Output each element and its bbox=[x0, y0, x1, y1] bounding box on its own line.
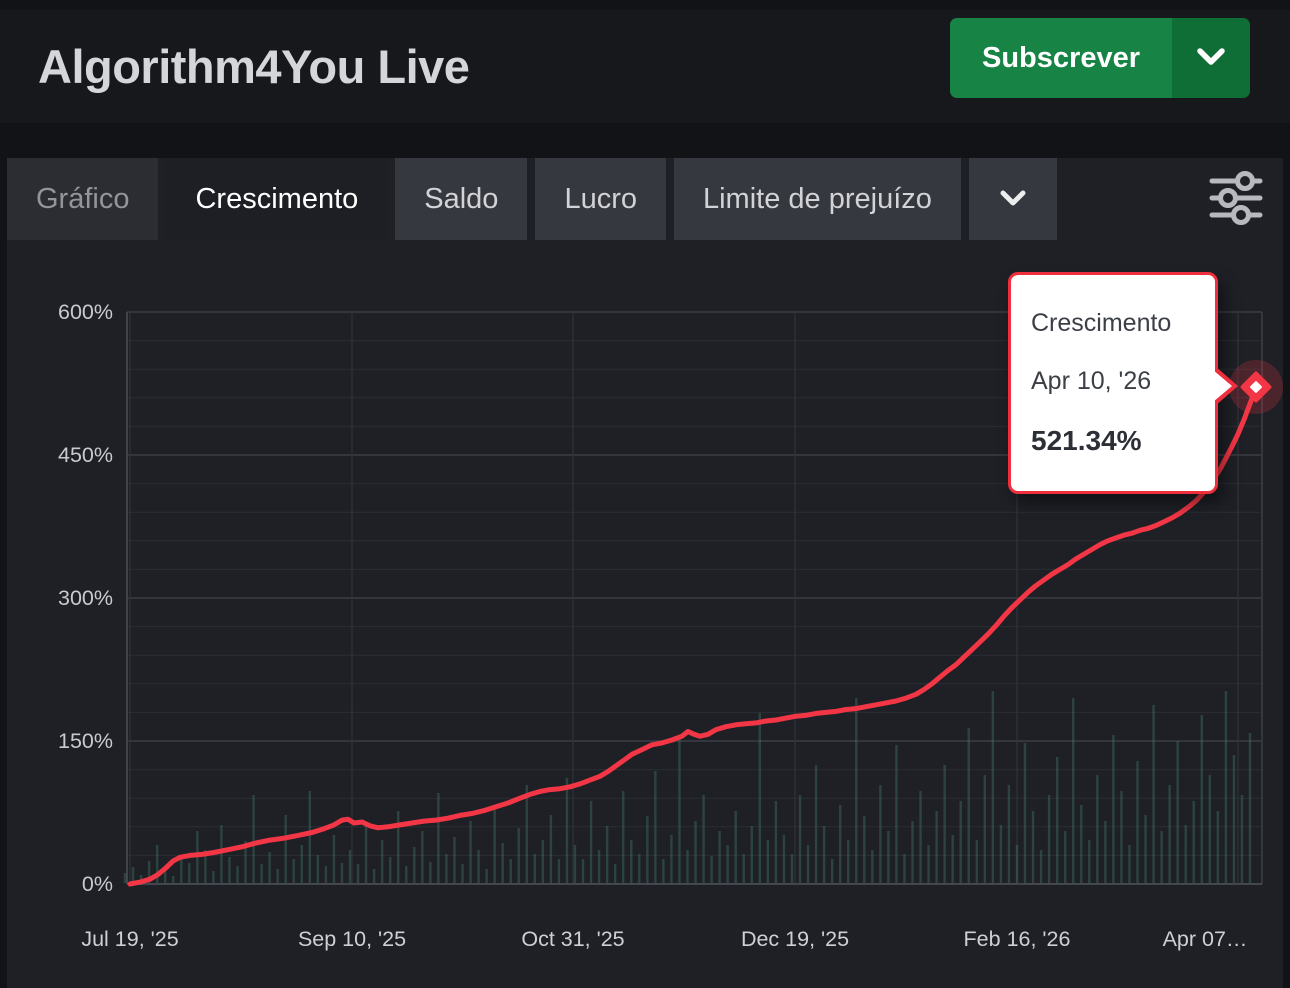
x-axis-tick-label: Jul 19, '25 bbox=[81, 927, 178, 951]
y-axis-tick-label: 0% bbox=[82, 872, 113, 896]
chevron-down-icon bbox=[1196, 47, 1226, 70]
header: Algorithm4You Live Subscrever bbox=[0, 10, 1290, 123]
more-tabs-button[interactable] bbox=[968, 158, 1057, 240]
page-title: Algorithm4You Live bbox=[38, 40, 470, 93]
chevron-down-icon bbox=[999, 183, 1027, 216]
tab-grafico[interactable]: Gráfico bbox=[7, 158, 159, 240]
chart-tooltip: Crescimento Apr 10, '26 521.34% bbox=[1008, 272, 1238, 494]
y-axis-tick-label: 450% bbox=[58, 443, 113, 467]
tooltip-series-label: Crescimento bbox=[1031, 309, 1172, 337]
subscribe-split-button[interactable]: Subscrever bbox=[950, 18, 1250, 98]
chart-canvas[interactable]: 600% 450% 300% 150% 0% Jul 19, '25 Sep 10, '25… bbox=[7, 240, 1283, 988]
tab-saldo[interactable]: Saldo bbox=[395, 158, 528, 240]
x-axis-tick-label: Feb 16, '26 bbox=[964, 927, 1071, 951]
subscribe-options-button[interactable] bbox=[1172, 18, 1250, 98]
y-axis-tick-label: 300% bbox=[58, 586, 113, 610]
tab-lucro[interactable]: Lucro bbox=[535, 158, 666, 240]
x-axis-tick-label: Dec 19, '25 bbox=[741, 927, 849, 951]
tooltip-value: 521.34% bbox=[1031, 425, 1142, 456]
tab-crescimento[interactable]: Crescimento bbox=[166, 158, 388, 240]
y-axis-tick-label: 150% bbox=[58, 729, 113, 753]
tab-bar: Gráfico Crescimento Saldo Lucro Limite d… bbox=[7, 158, 1283, 240]
tab-limite-de-prejuizo[interactable]: Limite de prejuízo bbox=[673, 158, 961, 240]
subscribe-button[interactable]: Subscrever bbox=[950, 18, 1172, 98]
chart-settings-button[interactable] bbox=[1205, 168, 1267, 230]
y-axis-tick-label: 600% bbox=[58, 300, 113, 324]
volume-bars bbox=[123, 691, 1252, 883]
last-point-marker bbox=[1240, 371, 1272, 403]
x-axis-tick-label: Apr 07… bbox=[1163, 927, 1248, 951]
x-axis-tick-label: Oct 31, '25 bbox=[521, 927, 624, 951]
growth-line bbox=[127, 384, 1259, 887]
growth-chart[interactable]: 600% 450% 300% 150% 0% Jul 19, '25 Sep 10, '25… bbox=[7, 240, 1283, 988]
chart-widget-panel: Gráfico Crescimento Saldo Lucro Limite d… bbox=[7, 158, 1283, 988]
tooltip-date: Apr 10, '26 bbox=[1031, 367, 1152, 395]
x-axis-tick-label: Sep 10, '25 bbox=[298, 927, 406, 951]
sliders-icon bbox=[1208, 168, 1264, 231]
